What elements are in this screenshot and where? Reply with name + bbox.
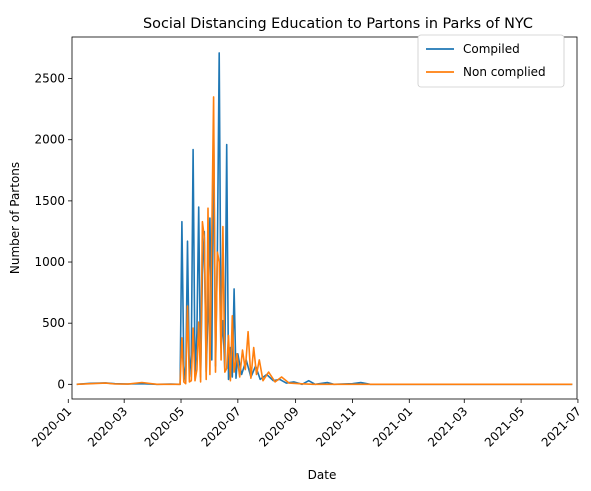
x-axis-label: Date [308,468,337,482]
y-axis-label: Number of Partons [8,162,22,274]
y-tick-label: 1500 [34,194,65,208]
x-tick-label: 2020-03 [85,404,130,449]
x-tick-label: 2020-09 [256,404,301,449]
x-tick-label: 2020-07 [199,404,244,449]
y-tick-label: 500 [42,316,65,330]
x-tick-label: 2021-05 [482,404,527,449]
x-tick-label: 2021-01 [370,404,415,449]
chart-title: Social Distancing Education to Partons i… [143,16,533,32]
plot-frame [72,37,577,399]
series-line-1 [77,97,573,384]
x-tick-label: 2020-11 [313,404,358,449]
y-tick-label: 2500 [34,72,65,86]
legend-label-0: Compiled [463,42,520,56]
legend: Compiled Non complied [418,35,564,87]
x-tick-label: 2020-05 [142,404,187,449]
series-line-0 [77,53,573,384]
legend-label-1: Non complied [463,65,546,79]
y-axis: 0 500 1000 1500 2000 2500 [34,72,72,392]
y-tick-label: 1000 [34,255,65,269]
y-tick-label: 0 [57,377,65,391]
y-tick-label: 2000 [34,133,65,147]
x-tick-label: 2021-03 [425,404,470,449]
series-layer [77,53,573,384]
x-tick-label: 2021-07 [539,404,584,449]
x-tick-label: 2020-01 [29,404,74,449]
plot-area [72,37,577,399]
x-axis: 2020-01 2020-03 2020-05 2020-07 2020-09 2020-… [29,399,584,450]
